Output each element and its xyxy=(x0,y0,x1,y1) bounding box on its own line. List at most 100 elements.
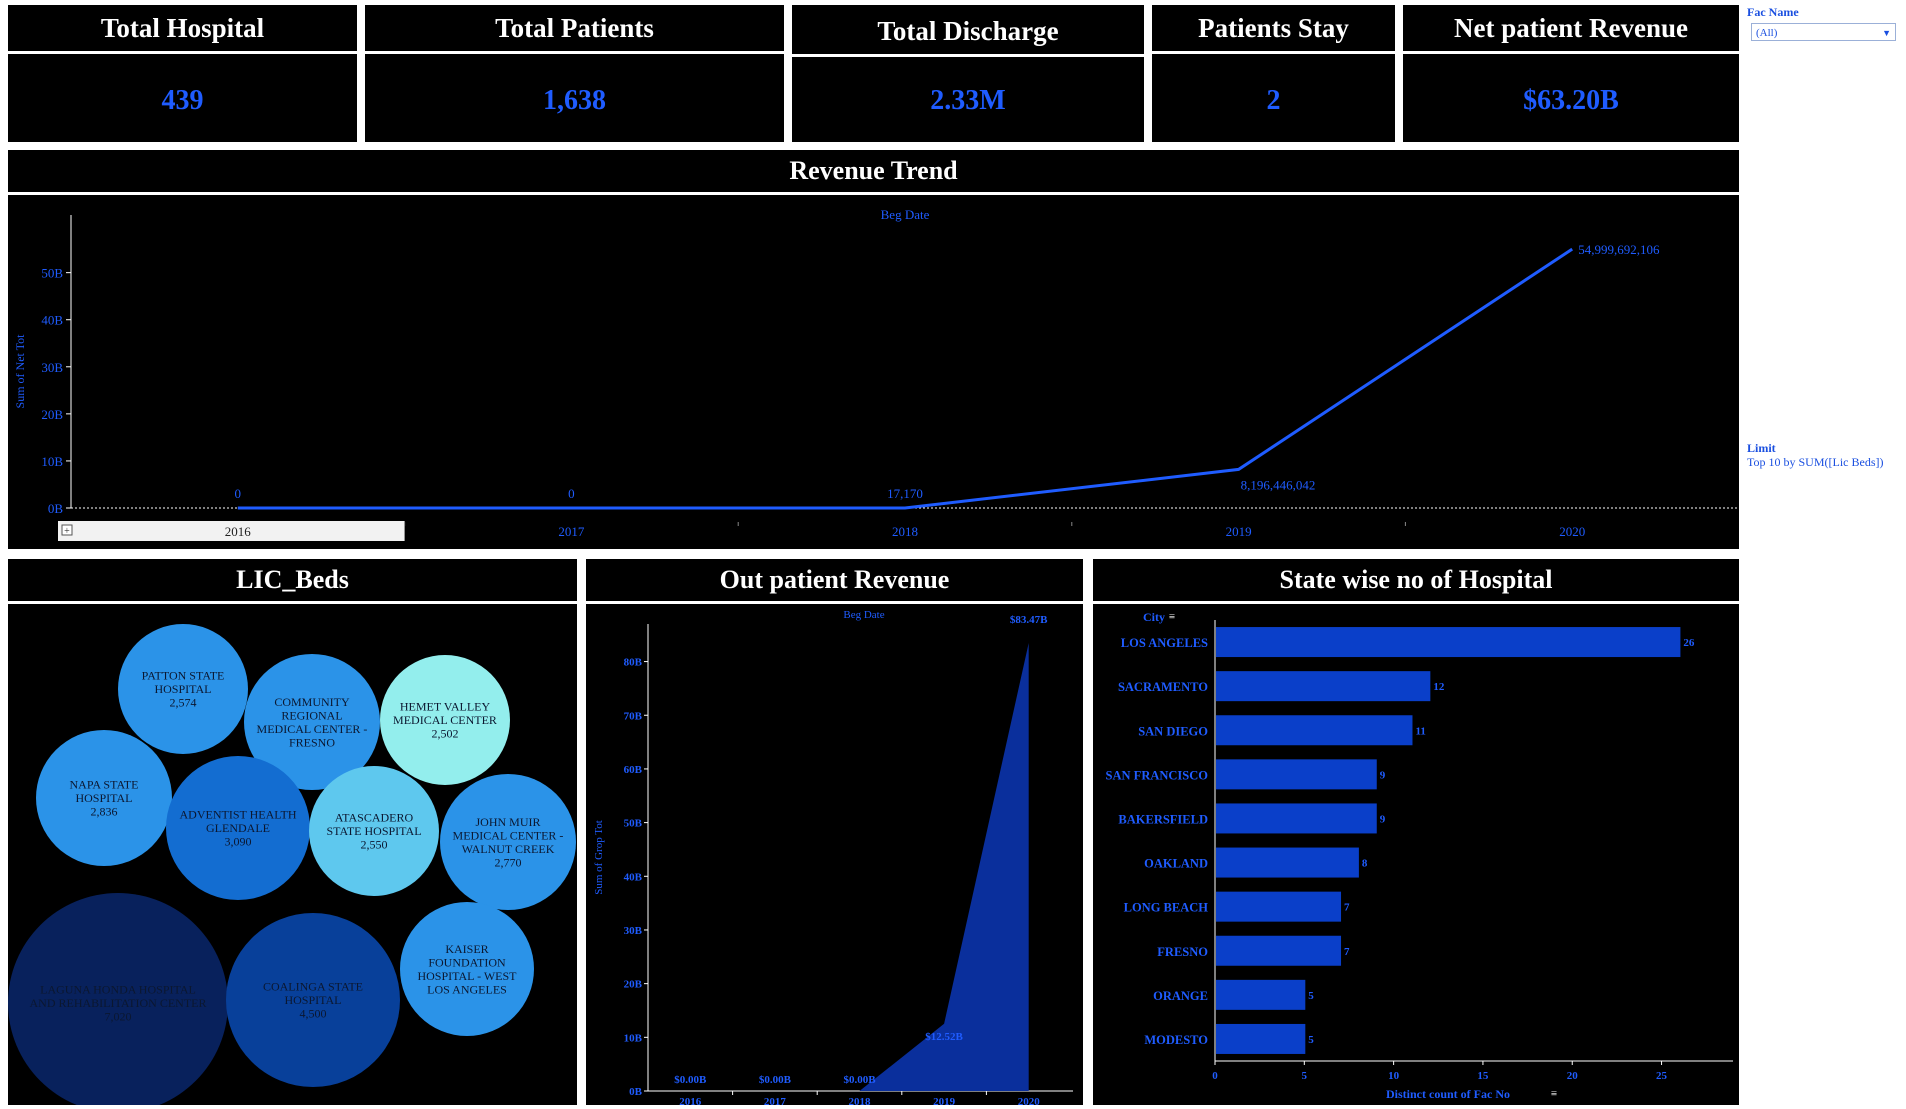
kpi-title: Patients Stay xyxy=(1152,5,1395,54)
bubble-label: COMMUNITY xyxy=(274,695,350,709)
limit-value: Top 10 by SUM([Lic Beds]) xyxy=(1747,455,1884,469)
sort-icon: ≡ xyxy=(1551,1088,1557,1100)
bubble-label: KAISER xyxy=(445,942,488,956)
x-tick-label: 2019 xyxy=(933,1096,956,1105)
bar xyxy=(1216,979,1306,1010)
state-hospitals-bar-chart: City ≡ LOS ANGELES 26 SACRAMENTO 12 SAN DIEGO 1… xyxy=(1106,610,1733,1101)
kpi-card-total-patients: Total Patients 1,638 xyxy=(365,5,784,142)
category-label: ORANGE xyxy=(1153,989,1208,1003)
category-label: LOS ANGELES xyxy=(1121,636,1208,650)
bubble-label: 2,574 xyxy=(170,696,197,710)
bar xyxy=(1216,715,1413,746)
y-tick-label: 10B xyxy=(624,1032,643,1044)
data-label: $0.00B xyxy=(759,1074,792,1086)
category-label: BAKERSFIELD xyxy=(1118,812,1208,826)
bubble xyxy=(309,766,439,896)
bubble-label: 7,020 xyxy=(105,1010,132,1024)
fac-name-dropdown[interactable]: (All) ▼ xyxy=(1751,23,1896,41)
bubble-label: FOUNDATION xyxy=(428,955,506,969)
plus-icon: + xyxy=(64,526,70,537)
category-label: SAN FRANCISCO xyxy=(1106,768,1209,782)
data-label: 54,999,692,106 xyxy=(1578,242,1660,257)
data-label: $83.47B xyxy=(1010,614,1048,626)
kpi-card-net-patient-revenue: Net patient Revenue $63.20B xyxy=(1403,5,1739,142)
y-tick-label: 30B xyxy=(41,360,63,375)
data-label: 0 xyxy=(235,486,242,501)
kpi-value: 1,638 xyxy=(543,85,606,116)
bar-value-label: 9 xyxy=(1380,813,1386,825)
bubble-label: WALNUT CREEK xyxy=(462,842,555,856)
state-hospitals-panel: State wise no of Hospital City ≡ LOS ANGEL… xyxy=(1093,559,1739,1105)
data-label: $0.00B xyxy=(674,1074,707,1086)
bar-value-label: 26 xyxy=(1683,637,1695,649)
bar xyxy=(1216,891,1342,922)
x-tick-label: 2019 xyxy=(1226,524,1252,539)
y-tick-label: 20B xyxy=(624,979,643,991)
kpi-title: Total Discharge xyxy=(792,8,1144,57)
x-axis-strip xyxy=(58,521,1739,541)
x-tick-label: 10 xyxy=(1388,1070,1400,1082)
chevron-down-icon[interactable]: ▼ xyxy=(1882,28,1891,38)
city-header: City xyxy=(1143,610,1165,624)
y-tick-label: 70B xyxy=(624,710,643,722)
bubble xyxy=(400,902,534,1036)
fac-name-filter-label: Fac Name xyxy=(1747,5,1799,19)
bar-value-label: 5 xyxy=(1308,990,1314,1002)
category-label: FRESNO xyxy=(1157,945,1208,959)
kpi-card-total-hospital: Total Hospital 439 xyxy=(8,5,357,142)
x-tick-label: 20 xyxy=(1567,1070,1579,1082)
outpatient-revenue-panel: Out patient Revenue Beg Date Sum of Grop … xyxy=(586,559,1083,1105)
category-label: LONG BEACH xyxy=(1124,901,1209,915)
bar xyxy=(1216,803,1377,834)
x-tick-label: 2020 xyxy=(1559,524,1585,539)
category-label: OAKLAND xyxy=(1144,857,1208,871)
bubble xyxy=(166,756,310,900)
y-tick-label: 40B xyxy=(624,871,643,883)
bar-value-label: 9 xyxy=(1380,769,1386,781)
outpatient-revenue-title: Out patient Revenue xyxy=(586,559,1083,604)
bubble-label: FRESNO xyxy=(289,735,335,749)
y-tick-label: 40B xyxy=(41,313,63,328)
revenue-trend-panel: Revenue Trend Beg Date Sum of Net Tot 0B 10… xyxy=(8,150,1739,549)
x-tick-label: 2020 xyxy=(1018,1096,1040,1105)
x-axis-title: Distinct count of Fac No xyxy=(1386,1087,1510,1101)
y-tick-label: 80B xyxy=(624,657,643,669)
bubble-label: AND REHABILITATION CENTER xyxy=(29,996,206,1010)
bubble-label: 2,770 xyxy=(495,855,522,869)
x-tick-label: 25 xyxy=(1656,1070,1668,1082)
lic-beds-panel: LIC_Beds PATTON STATE HOSPITAL 2,574 COMMUN… xyxy=(8,559,577,1105)
revenue-trend-line xyxy=(237,247,1574,510)
bar xyxy=(1216,1023,1306,1054)
sort-icon: ≡ xyxy=(1169,611,1175,623)
bubble-label: COALINGA STATE xyxy=(263,980,363,994)
y-tick-label: 20B xyxy=(41,407,63,422)
lic-beds-title: LIC_Beds xyxy=(8,559,577,604)
bubble-label: LAGUNA HONDA HOSPITAL xyxy=(40,983,196,997)
outpatient-area xyxy=(690,642,1029,1091)
bubble-label: HOSPITAL xyxy=(284,993,341,1007)
bubble xyxy=(380,655,510,785)
kpi-value: 2 xyxy=(1266,85,1281,116)
bubble-label: GLENDALE xyxy=(206,821,270,835)
bubble-label: 2,550 xyxy=(361,838,388,852)
bubble xyxy=(440,774,576,910)
data-label: 8,196,446,042 xyxy=(1241,477,1316,492)
kpi-value: $63.20B xyxy=(1523,85,1619,116)
bubble-label: MEDICAL CENTER - xyxy=(257,722,368,736)
bar-value-label: 11 xyxy=(1415,725,1425,737)
bar-value-label: 12 xyxy=(1433,681,1445,693)
expand-icon xyxy=(61,524,73,536)
y-tick-label: 10B xyxy=(41,454,63,469)
category-label: SAN DIEGO xyxy=(1138,724,1208,738)
data-label: 17,170 xyxy=(887,486,923,501)
kpi-value: 439 xyxy=(161,85,204,116)
y-tick-label: 30B xyxy=(624,925,643,937)
kpi-card-patients-stay: Patients Stay 2 xyxy=(1152,5,1395,142)
beg-date-header: Beg Date xyxy=(843,609,884,621)
data-label: $0.00B xyxy=(843,1074,876,1086)
x-tick-label: 5 xyxy=(1302,1070,1308,1082)
kpi-card-total-discharge: Total Discharge 2.33M xyxy=(792,5,1144,142)
bar xyxy=(1216,759,1377,790)
bubble-label: REGIONAL xyxy=(281,708,342,722)
bubble-label: NAPA STATE xyxy=(70,778,139,792)
